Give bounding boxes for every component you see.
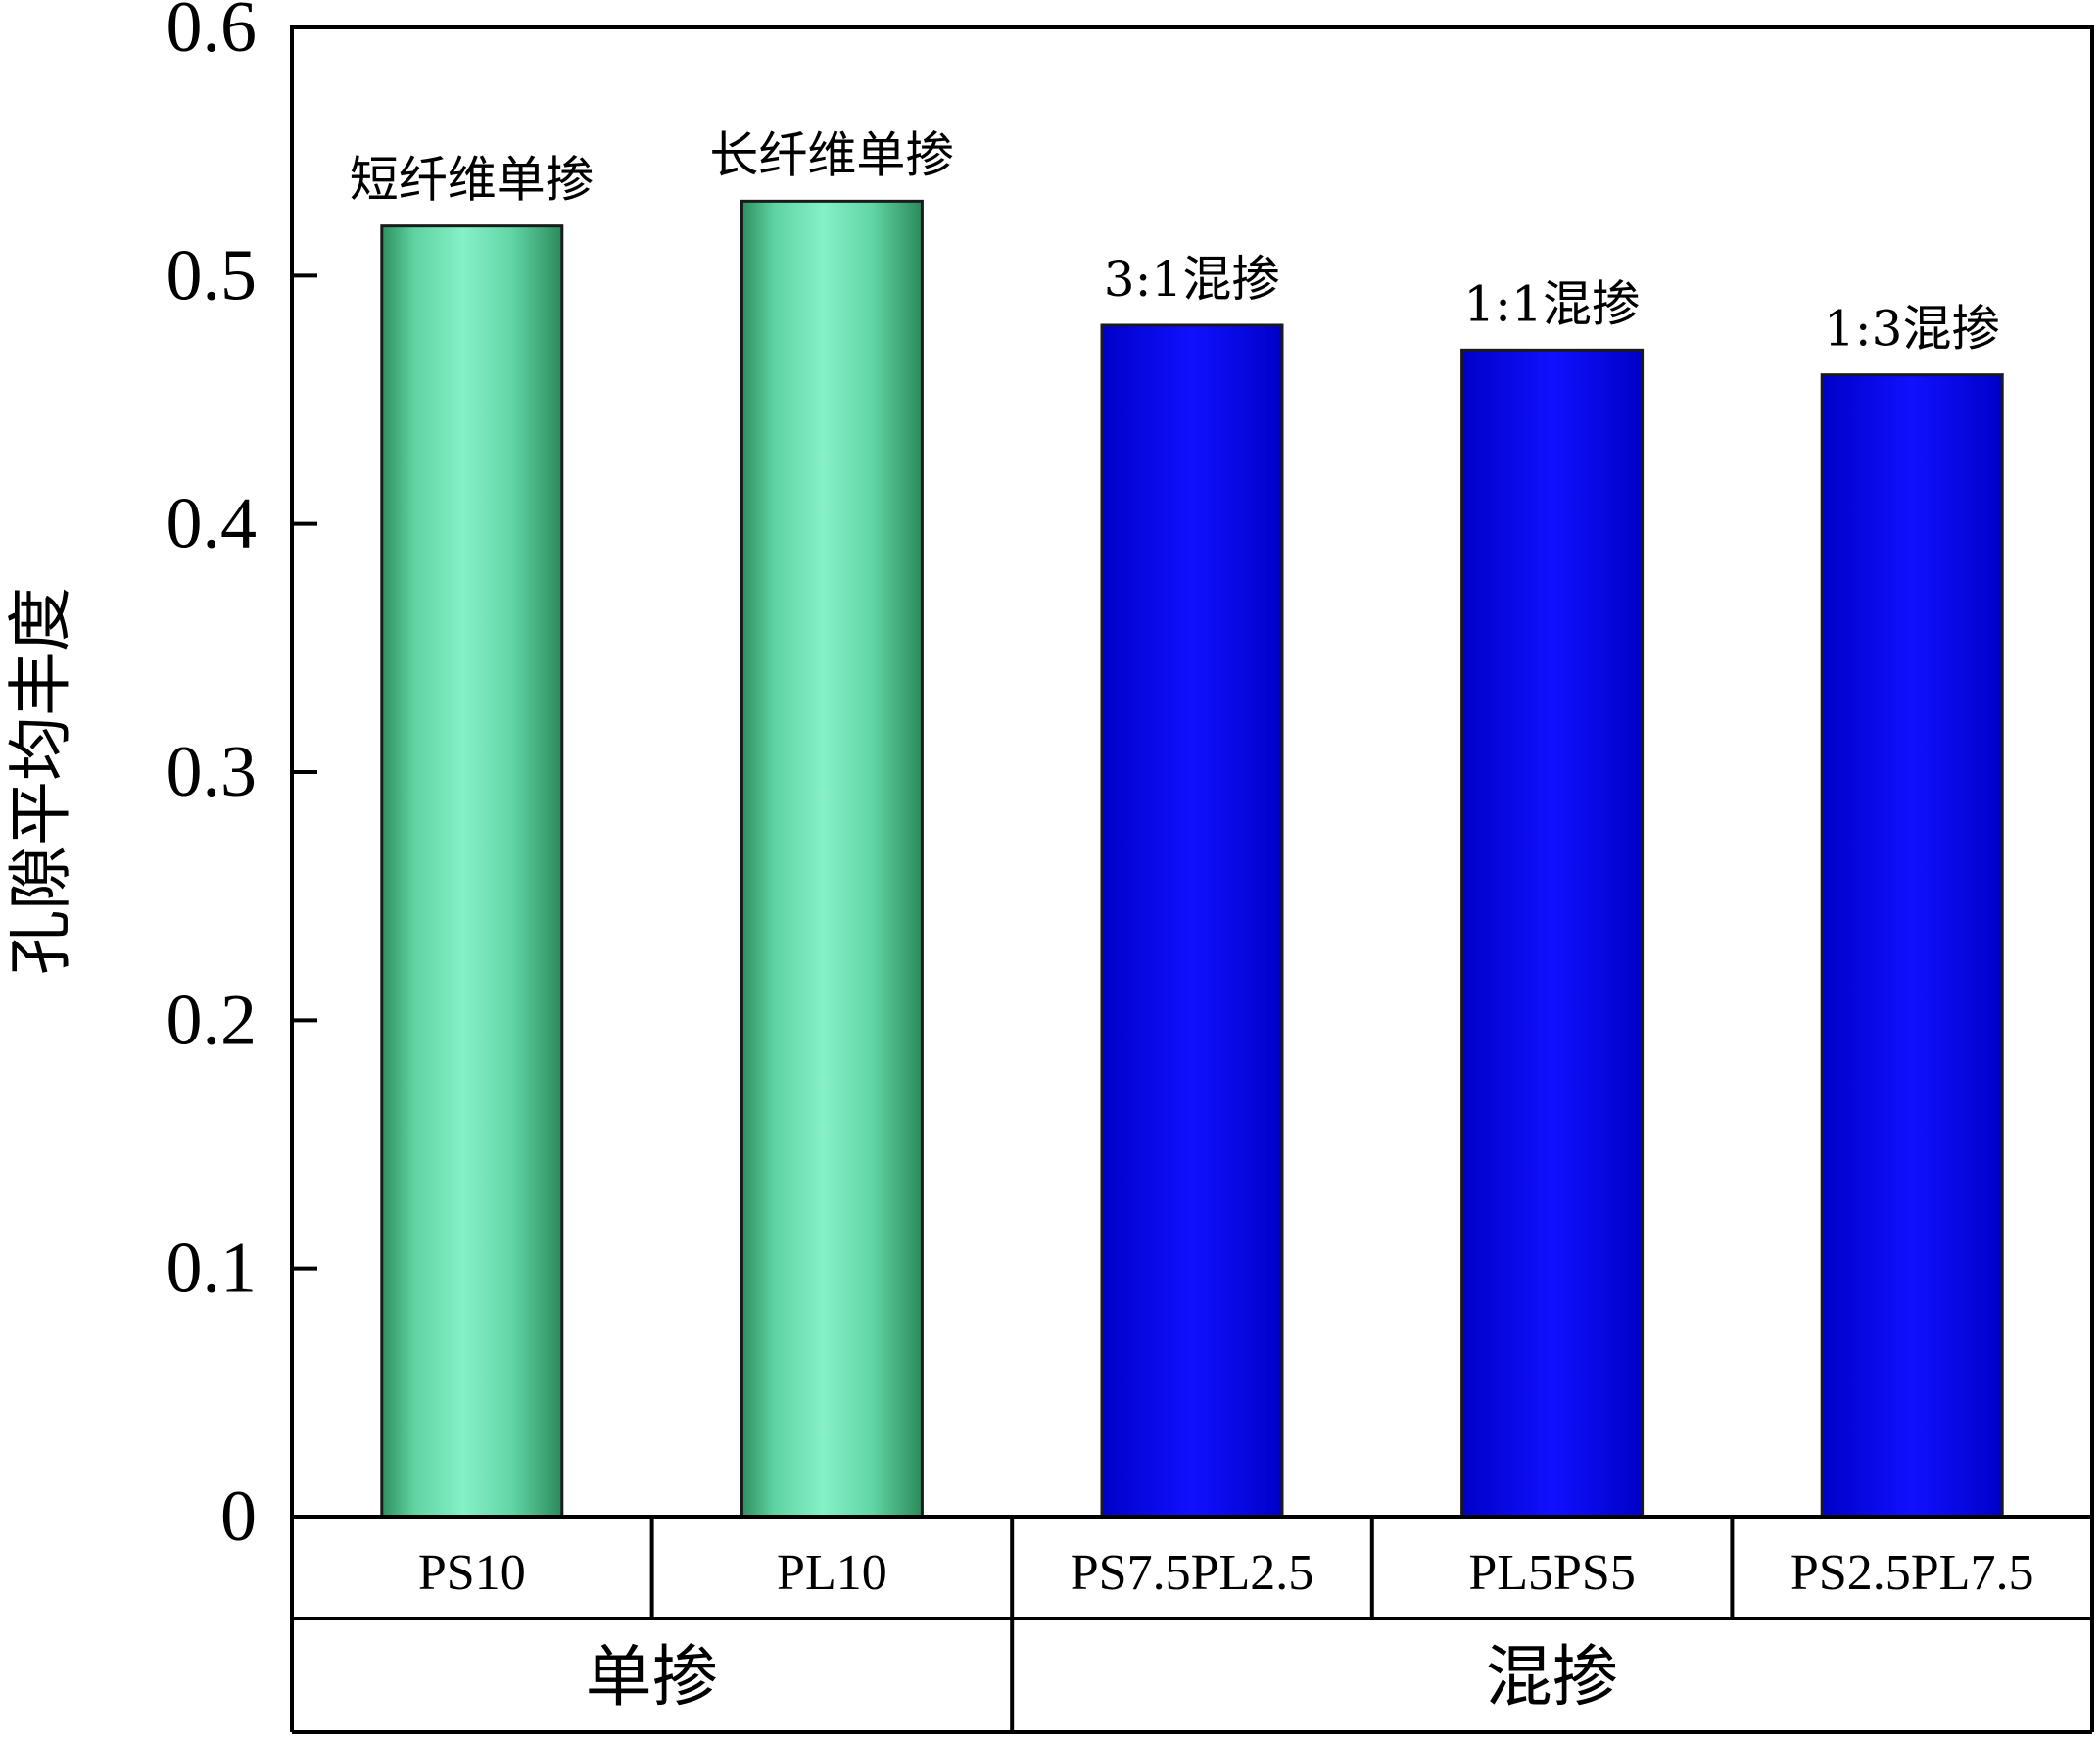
plot-frame [290,25,2094,1519]
bar-PS10 [380,224,564,1519]
bar-PS7.5PL2.5 [1100,323,1284,1519]
group-label: 单掺 [586,1639,719,1716]
bar-PL10 [740,199,924,1519]
bar-annotation: 短纤维单掺 [350,152,595,209]
bar-annotation: 1:3混掺 [1824,301,2000,358]
bar-annotation: 长纤维单掺 [709,126,954,183]
y-tick-label: 0.4 [167,484,258,564]
bar-annotations: 短纤维单掺 长纤维单掺 3:1混掺 1:1混掺 1:3混掺 [350,126,2001,357]
bar-PL5PS5 [1460,348,1645,1519]
category-label: PS2.5PL7.5 [1790,1545,2034,1601]
y-tick-label: 0.5 [167,235,258,315]
y-tick-label: 0.3 [167,732,258,812]
bars [380,199,2004,1519]
y-tick-label: 0 [220,1476,257,1557]
category-label: PL5PS5 [1468,1545,1636,1601]
y-tick-label: 0.1 [167,1229,258,1309]
y-axis-label: 孔隙平均丰度 [3,587,78,975]
bar-annotation: 1:1混掺 [1463,275,1640,332]
bar-PS2.5PL7.5 [1820,373,2004,1519]
category-table: PS10 PL10 PS7.5PL2.5 PL5PS5 PS2.5PL7.5 单掺 混掺 [290,1517,2094,1734]
bar-annotation: 3:1混掺 [1104,251,1280,308]
category-label: PS10 [418,1545,526,1601]
category-label: PL10 [777,1545,887,1601]
group-label: 混掺 [1486,1639,1619,1716]
y-axis-ticks: 0 0.1 0.2 0.3 0.4 0.5 0.6 [167,0,317,1557]
category-label: PS7.5PL2.5 [1071,1545,1314,1601]
y-tick-label: 0.2 [167,980,258,1060]
y-tick-label: 0.6 [167,0,258,68]
